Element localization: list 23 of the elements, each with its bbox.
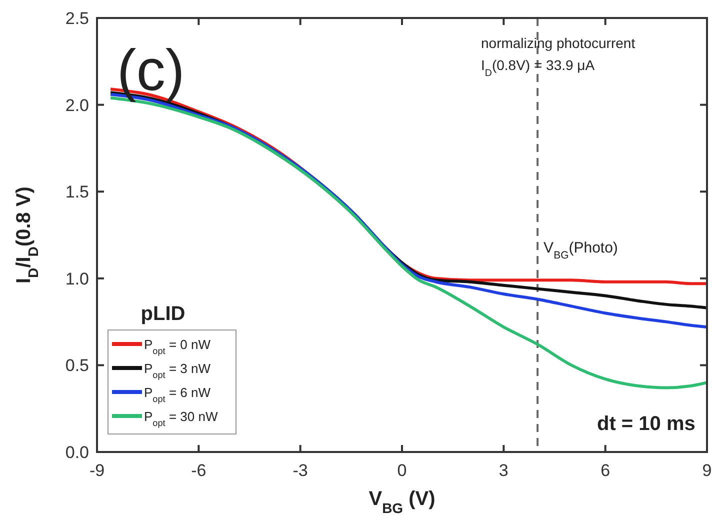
x-tick-label: 0 [397, 461, 407, 480]
annotation: (c) [117, 38, 185, 103]
x-tick-label: -6 [191, 461, 206, 480]
annotation: normalizing photocurrent [481, 35, 636, 51]
legend-title: pLID [140, 303, 186, 325]
y-tick-label: 0.5 [65, 356, 89, 376]
annotation: dt = 10 ms [597, 413, 696, 435]
x-tick-label: -3 [292, 461, 308, 480]
ref-line-label: V$_{BG}$(Photo) [544, 239, 618, 262]
y-tick-label: 1.5 [65, 182, 89, 202]
x-tick-label: 6 [600, 461, 610, 480]
legend-label: P$_{opt}$ = 30 nW [144, 409, 218, 428]
y-tick-label: 2.0 [65, 96, 89, 115]
y-tick-label: 2.5 [65, 9, 89, 28]
legend-label: P$_{opt}$ = 3 nW [144, 361, 212, 380]
x-axis-title: V$_{BG}$ (V) [368, 488, 436, 516]
x-tick-label: 9 [702, 461, 712, 480]
x-tick-label: 3 [498, 461, 508, 480]
legend-label: P$_{opt}$ = 6 nW [144, 385, 212, 404]
y-tick-label: 1.0 [65, 269, 89, 288]
y-tick-label: 0.0 [65, 443, 89, 462]
x-tick-label: -9 [89, 461, 105, 480]
legend-label: P$_{opt}$ = 0 nW [144, 337, 212, 356]
